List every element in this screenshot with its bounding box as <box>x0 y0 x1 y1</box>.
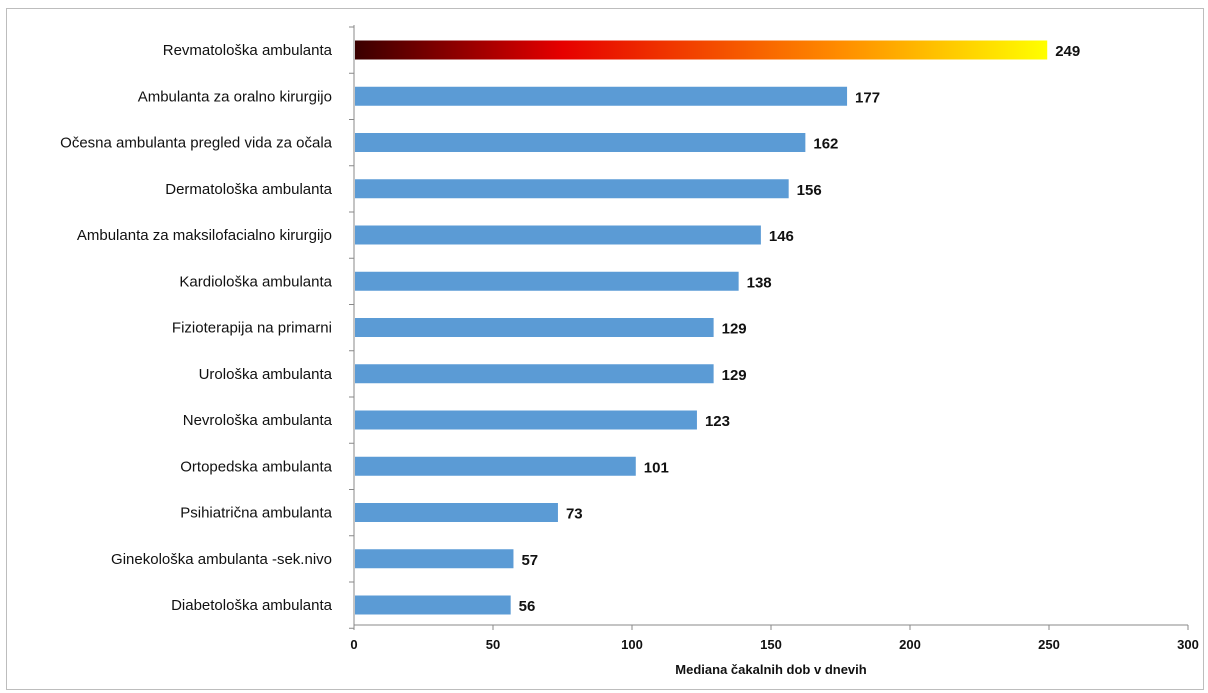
category-label: Ortopedska ambulanta <box>180 458 332 475</box>
bar <box>355 179 789 199</box>
bar <box>355 86 848 106</box>
data-label: 101 <box>644 459 669 476</box>
bar <box>355 271 739 291</box>
category-label: Ambulanta za maksilofacialno kirurgijo <box>77 227 332 244</box>
x-tick-label: 150 <box>760 637 782 652</box>
bar <box>355 503 558 522</box>
x-tick-label: 300 <box>1177 637 1199 652</box>
x-tick-label: 100 <box>621 637 643 652</box>
data-label: 129 <box>722 367 747 384</box>
x-axis-title: Mediana čakalnih dob v dnevih <box>675 662 866 677</box>
category-label: Nevrološka ambulanta <box>183 412 333 429</box>
bar <box>355 410 697 430</box>
x-tick-label: 250 <box>1038 637 1060 652</box>
bar <box>355 549 514 569</box>
bar <box>355 133 806 152</box>
data-label: 73 <box>566 506 583 523</box>
x-tick-label: 50 <box>486 637 500 652</box>
data-label: 162 <box>813 136 838 153</box>
category-label: Urološka ambulanta <box>199 366 333 383</box>
category-label: Ginekološka ambulanta -sek.nivo <box>111 551 332 568</box>
data-label: 56 <box>519 598 536 615</box>
bar <box>355 318 714 337</box>
bar <box>355 456 636 476</box>
chart-frame <box>6 8 1204 690</box>
bar <box>355 595 511 615</box>
category-label: Kardiološka ambulanta <box>179 273 332 290</box>
data-label: 123 <box>705 413 730 430</box>
data-label: 146 <box>769 228 794 245</box>
category-label: Dermatološka ambulanta <box>165 181 332 198</box>
data-label: 177 <box>855 89 880 106</box>
data-label: 57 <box>521 552 538 569</box>
category-label: Ambulanta za oralno kirurgijo <box>138 88 332 105</box>
category-label: Fizioterapija na primarni <box>172 320 332 337</box>
data-label: 129 <box>722 321 747 338</box>
category-label: Diabetološka ambulanta <box>171 597 333 614</box>
x-tick-label: 0 <box>350 637 357 652</box>
category-label: Psihiatrična ambulanta <box>180 505 332 522</box>
data-label: 249 <box>1055 43 1080 60</box>
bar <box>355 364 714 384</box>
bar <box>355 40 1048 60</box>
data-label: 156 <box>797 182 822 199</box>
category-label: Očesna ambulanta pregled vida za očala <box>60 135 332 152</box>
data-label: 138 <box>747 274 772 291</box>
x-tick-label: 200 <box>899 637 921 652</box>
category-label: Revmatološka ambulanta <box>163 42 333 59</box>
bar <box>355 225 761 245</box>
